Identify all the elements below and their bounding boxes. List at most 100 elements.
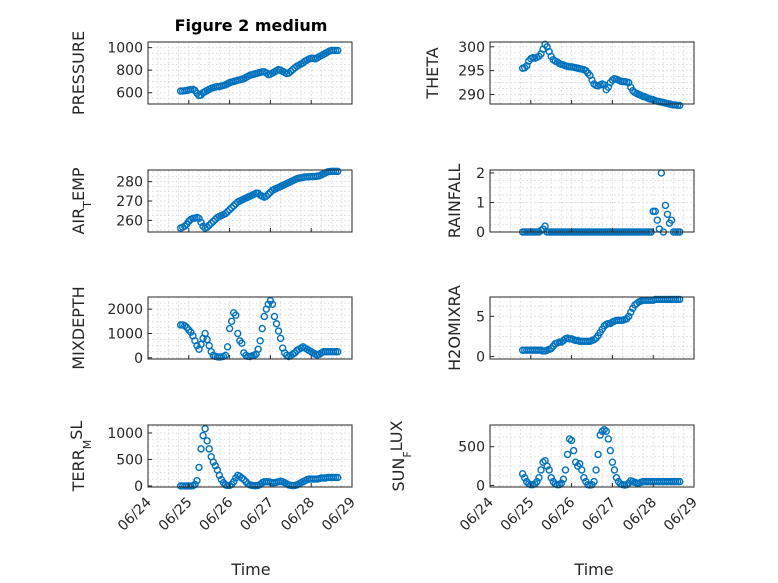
ylabel-subscript: F bbox=[401, 451, 414, 457]
y-tick-label: 5 bbox=[476, 309, 485, 325]
plot-border bbox=[147, 169, 353, 233]
data-point bbox=[606, 446, 615, 455]
data-point bbox=[334, 167, 342, 176]
data-point bbox=[272, 320, 281, 328]
subplot-rainfall: 0 1 2 RAINFALL bbox=[445, 164, 695, 241]
y-tick-label: 600 bbox=[116, 86, 143, 102]
data-point bbox=[627, 308, 635, 316]
data-point bbox=[229, 478, 238, 486]
x-axis-label-left: Time bbox=[230, 560, 270, 579]
data-point bbox=[563, 450, 572, 459]
data-point bbox=[264, 300, 273, 308]
data-point bbox=[651, 207, 659, 216]
x-tick-label: 06/25 bbox=[498, 495, 538, 535]
x-tick-label: 06/26 bbox=[197, 494, 237, 534]
plot-border bbox=[147, 296, 353, 360]
data-point bbox=[225, 324, 234, 333]
x-tick-label: 06/27 bbox=[579, 495, 619, 535]
y-tick-label: 2 bbox=[476, 166, 485, 182]
data-point bbox=[229, 202, 238, 210]
data-point bbox=[262, 192, 271, 200]
subplot-theta: 290 295 300 THETA bbox=[423, 40, 695, 110]
data-point bbox=[227, 317, 236, 326]
data-point bbox=[580, 474, 588, 482]
data-point bbox=[181, 222, 189, 230]
data-point bbox=[264, 190, 273, 198]
data-point bbox=[520, 474, 529, 482]
y-axis-label: AIRTEMP bbox=[69, 167, 94, 234]
data-point bbox=[625, 312, 633, 321]
plot-border bbox=[489, 169, 695, 233]
ylabel-subscript: T bbox=[81, 201, 94, 209]
data-point bbox=[238, 339, 246, 347]
y-tick-label: 0 bbox=[476, 350, 485, 366]
data-point bbox=[195, 463, 203, 472]
subplot-sun-flux: 0 500 06/24 06/25 06/26 06/27 06/28 06/29 SUNFL… bbox=[387, 420, 701, 534]
data-point bbox=[576, 460, 584, 468]
y-tick-label: 260 bbox=[116, 213, 143, 229]
figure-title: Figure 2 medium bbox=[175, 16, 328, 35]
data-point bbox=[545, 466, 553, 474]
data-point bbox=[535, 474, 543, 482]
data-point bbox=[232, 311, 240, 319]
data-point bbox=[260, 312, 268, 321]
data-point bbox=[234, 329, 242, 338]
data-point bbox=[592, 466, 600, 474]
data-point bbox=[608, 458, 617, 466]
x-tick-label: 06/29 bbox=[661, 495, 701, 535]
data-point bbox=[209, 217, 217, 226]
data-point bbox=[667, 216, 676, 224]
data-point bbox=[203, 223, 211, 231]
data-point bbox=[203, 437, 211, 445]
data-point bbox=[195, 214, 203, 223]
data-point bbox=[266, 296, 275, 305]
data-point bbox=[199, 431, 207, 440]
y-tick-label: 0 bbox=[476, 478, 485, 494]
y-axis-label: RAINFALL bbox=[445, 164, 464, 239]
data-point bbox=[569, 446, 578, 455]
y-tick-label: 1000 bbox=[107, 326, 143, 342]
plot-border bbox=[489, 296, 695, 360]
data-point bbox=[276, 334, 285, 343]
subplot-h2omixra: 0 5 H2OMIXRA bbox=[445, 285, 695, 371]
data-point bbox=[221, 209, 230, 218]
subplot-mixdepth: 0 1000 2000 MIXDEPTH bbox=[69, 286, 353, 370]
data-point bbox=[240, 475, 248, 484]
subplot-pressure: 600 800 1000 PRESSURE bbox=[69, 31, 353, 115]
data-point bbox=[533, 477, 541, 486]
data-point bbox=[610, 466, 619, 474]
data-point bbox=[334, 348, 342, 356]
y-tick-label: 500 bbox=[458, 440, 485, 456]
y-tick-label: 280 bbox=[116, 175, 143, 191]
y-tick-label: 300 bbox=[458, 40, 485, 56]
y-tick-label: 0 bbox=[134, 351, 143, 367]
y-tick-label: 1000 bbox=[107, 426, 143, 442]
data-point bbox=[197, 445, 205, 453]
data-point bbox=[537, 466, 545, 474]
x-tick-label: 06/24 bbox=[115, 494, 155, 534]
data-point bbox=[223, 343, 232, 351]
data-point bbox=[557, 479, 566, 487]
y-tick-label: 2000 bbox=[107, 302, 143, 318]
data-point bbox=[559, 475, 568, 483]
data-point bbox=[270, 312, 279, 321]
y-tick-label: 800 bbox=[116, 63, 143, 79]
y-axis-label: SUNFLUX bbox=[387, 420, 414, 491]
data-point bbox=[578, 466, 586, 474]
data-point bbox=[518, 470, 527, 478]
data-point bbox=[602, 427, 610, 435]
y-tick-label: 270 bbox=[116, 194, 143, 210]
data-point bbox=[571, 458, 580, 466]
data-point bbox=[596, 431, 604, 439]
data-point bbox=[254, 345, 262, 353]
data-point bbox=[590, 477, 598, 486]
data-point bbox=[588, 76, 596, 84]
data-point bbox=[604, 435, 613, 443]
data-point bbox=[676, 101, 684, 110]
data-point bbox=[567, 436, 576, 445]
plot-area bbox=[147, 169, 353, 233]
data-point bbox=[594, 450, 602, 459]
data-point bbox=[268, 300, 277, 308]
y-axis-label: TERRMSL bbox=[67, 421, 94, 493]
x-tick-label: 06/28 bbox=[278, 495, 318, 535]
